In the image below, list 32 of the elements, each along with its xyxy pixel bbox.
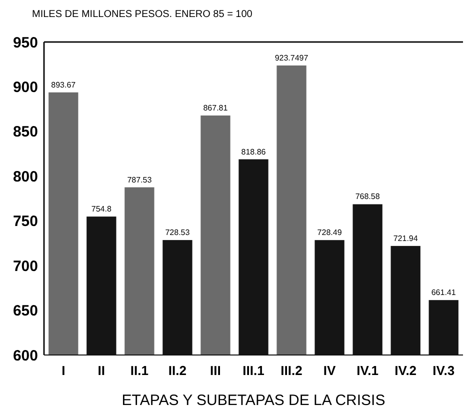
data-label: 818.86 — [241, 147, 266, 156]
y-tick-label: 950 — [12, 34, 38, 52]
data-label: 728.49 — [317, 228, 342, 238]
data-label: 893.67 — [51, 80, 76, 90]
data-label: 787.53 — [127, 175, 152, 184]
y-tick-label: 850 — [12, 124, 38, 141]
y-tick-label: 600 — [12, 347, 38, 364]
data-label: 754.8 — [91, 204, 112, 214]
data-label: 768.58 — [355, 192, 380, 202]
x-tick-label: III.1 — [242, 363, 264, 378]
data-label: 661.41 — [431, 288, 456, 298]
x-axis-title: ETAPAS Y SUBETAPAS DE LA CRISIS — [122, 392, 386, 409]
x-tick-label: IV.3 — [432, 363, 455, 378]
x-tick-label: IV — [323, 363, 336, 378]
y-tick-label: 700 — [12, 258, 38, 275]
chart-title: MILES DE MILLONES PESOS. ENERO 85 = 100 — [32, 9, 253, 20]
data-label: 721.94 — [393, 234, 418, 243]
y-tick-label: 900 — [12, 78, 38, 96]
x-tick-label: IV.1 — [356, 363, 379, 378]
x-tick-label: II.2 — [168, 363, 186, 378]
y-tick-label: 750 — [12, 213, 38, 230]
x-tick-label: IV.2 — [394, 363, 417, 378]
data-label: 923.7497 — [274, 53, 309, 62]
x-tick-label: II.1 — [130, 363, 148, 378]
x-tick-label: III — [210, 363, 221, 378]
x-tick-label: II — [98, 363, 106, 378]
data-label: 728.53 — [165, 228, 190, 238]
y-tick-label: 650 — [12, 302, 38, 320]
x-tick-label: I — [62, 363, 66, 378]
data-label: 867.81 — [203, 104, 228, 112]
x-tick-label: III.2 — [280, 363, 302, 378]
y-tick-label: 800 — [12, 168, 38, 186]
